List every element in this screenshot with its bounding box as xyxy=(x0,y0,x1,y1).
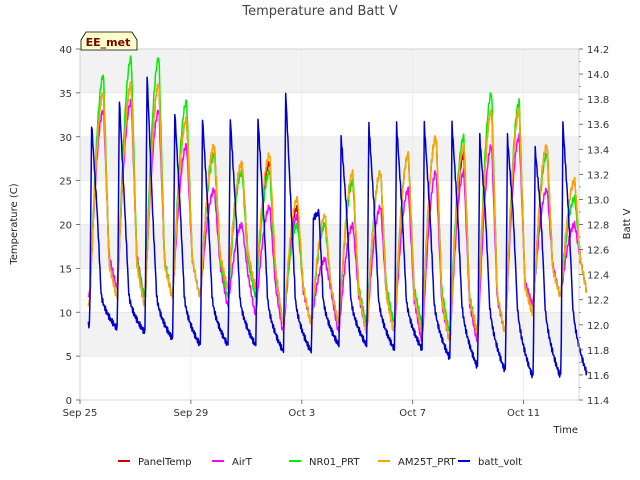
series-line-batt-volt xyxy=(87,76,588,379)
legend: PanelTemp AirT NR01_PRT AM25T_PRT batt_volt xyxy=(118,457,522,468)
y-axis-title: Temperature (C) xyxy=(9,183,20,265)
y-tick-label: 10 xyxy=(59,308,72,319)
y2-tick-label: 13.4 xyxy=(587,145,609,156)
y2-tick-label: 13.2 xyxy=(587,170,609,181)
y2-axis-title: Batt V xyxy=(622,208,633,239)
y2-tick-label: 13.6 xyxy=(587,120,609,131)
y-tick-label: 15 xyxy=(59,264,72,275)
y2-tick-label: 12.6 xyxy=(587,246,609,257)
y2-tick-label: 11.8 xyxy=(587,346,609,357)
chart-title: Temperature and Batt V xyxy=(241,4,397,19)
station-badge: EE_met xyxy=(80,31,138,51)
x-tick-label: Oct 3 xyxy=(288,408,315,419)
y2-tick-label: 13.8 xyxy=(587,95,609,106)
x-tick-label: Oct 7 xyxy=(399,408,426,419)
y2-tick-label: 11.6 xyxy=(587,371,609,382)
background-band xyxy=(80,49,579,93)
y2-tick-label: 12.4 xyxy=(587,271,609,282)
badge-box xyxy=(80,31,138,51)
y2-tick-label: 12.0 xyxy=(587,321,609,332)
y2-tick-label: 12.2 xyxy=(587,296,609,307)
x-axis: Sep 25 Sep 29 Oct 3 Oct 7 Oct 11 xyxy=(63,400,540,419)
legend-label-am25t-prt: AM25T_PRT xyxy=(398,457,457,468)
badge-label: EE_met xyxy=(86,36,131,49)
legend-label-paneltemp: PanelTemp xyxy=(138,457,192,468)
y-tick-label: 20 xyxy=(59,221,72,232)
series-line-am25t-prt xyxy=(87,81,588,341)
y-tick-label: 5 xyxy=(66,352,72,363)
background-band xyxy=(80,136,579,181)
y2-tick-label: 14.2 xyxy=(587,45,609,56)
x-tick-label: Sep 29 xyxy=(174,408,209,419)
y-tick-label: 25 xyxy=(59,177,72,188)
y2-tick-label: 14.0 xyxy=(587,70,609,81)
y-axis-right: 11.4 11.6 11.8 12.0 12.2 12.4 12.6 12.8 13.0 13.2… xyxy=(579,45,609,407)
y2-tick-label: 12.8 xyxy=(587,221,609,232)
series-lines xyxy=(87,55,588,379)
background-band xyxy=(80,312,579,357)
y-tick-label: 30 xyxy=(59,133,72,144)
x-tick-label: Oct 11 xyxy=(507,408,540,419)
legend-label-nr01-prt: NR01_PRT xyxy=(309,457,360,468)
x-tick-label: Sep 25 xyxy=(63,408,98,419)
y-tick-label: 0 xyxy=(66,396,72,407)
background-bands xyxy=(80,49,579,357)
legend-label-airt: AirT xyxy=(232,457,253,468)
y2-tick-label: 11.4 xyxy=(587,396,609,407)
y2-tick-label: 13.0 xyxy=(587,195,609,206)
y-tick-label: 40 xyxy=(59,45,72,56)
y-tick-label: 35 xyxy=(59,89,72,100)
y-axis-left: 0 5 10 15 20 25 30 35 40 xyxy=(59,45,80,407)
x-axis-title: Time xyxy=(553,425,578,436)
legend-label-batt-volt: batt_volt xyxy=(478,457,522,468)
